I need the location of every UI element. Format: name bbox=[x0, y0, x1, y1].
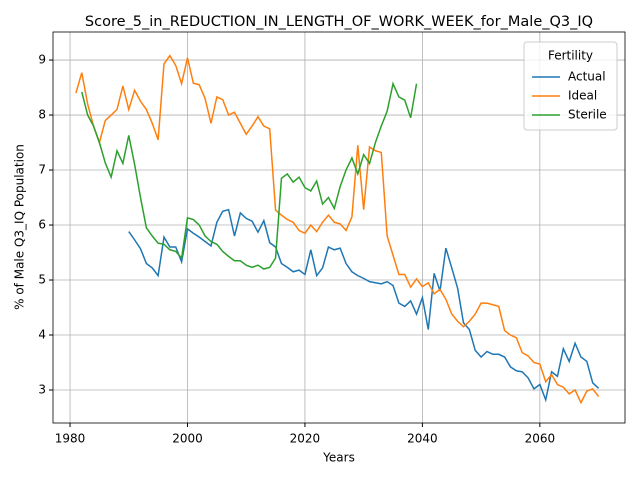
y-axis-label: % of Male Q3_IQ Population bbox=[13, 144, 27, 310]
legend-label: Ideal bbox=[568, 89, 597, 103]
x-tick-label: 2020 bbox=[290, 432, 321, 446]
x-tick-label: 2060 bbox=[525, 432, 556, 446]
series-line bbox=[75, 54, 600, 405]
y-tick-label: 9 bbox=[38, 53, 46, 67]
legend-label: Sterile bbox=[568, 108, 607, 122]
series-line bbox=[81, 81, 418, 270]
y-tick-label: 6 bbox=[38, 218, 46, 232]
x-tick-label: 2000 bbox=[172, 432, 203, 446]
legend-title: Fertility bbox=[548, 49, 593, 63]
y-tick-label: 5 bbox=[38, 273, 46, 287]
y-tick-label: 8 bbox=[38, 108, 46, 122]
x-axis-label: Years bbox=[322, 451, 355, 465]
y-tick-label: 7 bbox=[38, 163, 46, 177]
legend-label: Actual bbox=[568, 70, 606, 84]
y-tick-label: 3 bbox=[38, 383, 46, 397]
series-line bbox=[128, 208, 600, 403]
legend-box bbox=[523, 41, 618, 131]
x-tick-label: 1980 bbox=[55, 432, 86, 446]
y-tick-label: 4 bbox=[38, 328, 46, 342]
plot-frame bbox=[52, 31, 626, 424]
x-tick-label: 2040 bbox=[407, 432, 438, 446]
chart-title: Score_5_in_REDUCTION_IN_LENGTH_OF_WORK_W… bbox=[85, 14, 593, 30]
legend: Fertility Actual Ideal Sterile bbox=[523, 41, 618, 131]
